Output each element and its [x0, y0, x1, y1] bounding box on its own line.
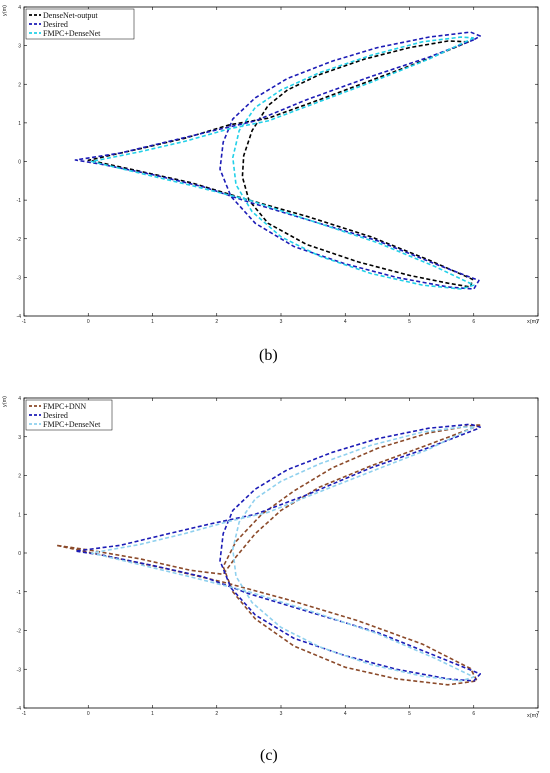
x-tick-label: 4: [344, 319, 347, 325]
y-tick-label: -3: [17, 667, 22, 673]
x-tick-label: 0: [87, 319, 90, 325]
x-tick-label: 1: [151, 711, 154, 717]
x-tick-label: -1: [22, 711, 27, 717]
y-tick-label: -1: [17, 590, 22, 596]
series-line-fmpc-dnn: [55, 424, 481, 686]
y-tick-label: 3: [18, 435, 21, 441]
y-tick-label: 4: [18, 396, 21, 402]
legend-label: FMPC+DNN: [43, 402, 86, 411]
y-tick-label: 4: [18, 5, 21, 11]
series-line-desired: [74, 423, 481, 682]
series-line-fmpc-densenet: [90, 426, 475, 682]
legend-box: [25, 8, 135, 40]
series-layer-c: [55, 423, 481, 686]
axis-ticks-b: -1 0 1 2 3 4 5 6 7 -4 -3 -2 -1 0 1 2 3 4: [17, 5, 540, 325]
legend-label: Desired: [43, 20, 68, 29]
axis-ticks-c: -1 0 1 2 3 4 5 6 7 -4 -3 -2 -1 0 1 2 3 4: [17, 396, 540, 717]
x-tick-label: 2: [215, 319, 218, 325]
x-tick-label: 5: [408, 319, 411, 325]
x-tick-label: -1: [22, 319, 27, 325]
x-tick-label: 3: [280, 711, 283, 717]
legend-label: FMPC+DenseNet: [43, 420, 101, 429]
y-tick-label: 1: [18, 121, 21, 127]
y-tick-label: 2: [18, 474, 21, 480]
plot-area-b: [23, 6, 539, 317]
y-tick-label: -2: [17, 629, 22, 635]
x-tick-label: 1: [151, 319, 154, 325]
series-line-fmpc-densenet: [90, 36, 475, 290]
caption-b: (b): [259, 347, 278, 364]
x-axis-label-c: x(m): [527, 713, 538, 719]
chart-panel-b: -1 0 1 2 3 4 5 6 7 -4 -3 -2 -1 0 1 2 3 4 x(m) y(m) DenseN…: [2, 5, 540, 325]
legend-label: FMPC+DenseNet: [43, 29, 101, 38]
x-tick-label: 5: [408, 711, 411, 717]
y-tick-label: -1: [17, 198, 22, 204]
legend-label: DenseNet-output: [43, 11, 98, 20]
x-tick-label: 7: [537, 319, 540, 325]
y-tick-label: 0: [18, 160, 21, 166]
x-tick-label: 7: [537, 711, 540, 717]
series-line-desired: [74, 31, 481, 290]
y-tick-label: -4: [17, 314, 22, 320]
chart-panel-c: -1 0 1 2 3 4 5 6 7 -4 -3 -2 -1 0 1 2 3 4 x(m) y(m) FMPC+D…: [2, 396, 540, 719]
x-tick-label: 2: [215, 711, 218, 717]
x-tick-label: 6: [472, 319, 475, 325]
x-tick-label: 3: [280, 319, 283, 325]
y-tick-label: -4: [17, 706, 22, 712]
y-tick-label: -2: [17, 237, 22, 243]
y-axis-label-b: y(m): [2, 5, 8, 16]
x-tick-label: 0: [87, 711, 90, 717]
y-tick-label: 3: [18, 44, 21, 50]
x-axis-label-b: x(m): [527, 319, 538, 325]
y-tick-label: 0: [18, 551, 21, 557]
x-tick-label: 6: [472, 711, 475, 717]
plot-area-c: [23, 397, 539, 709]
legend-label: Desired: [43, 411, 68, 420]
y-tick-label: 1: [18, 512, 21, 518]
y-axis-label-c: y(m): [2, 396, 8, 407]
x-tick-label: 4: [344, 711, 347, 717]
series-layer-b: [74, 31, 481, 290]
y-tick-label: 2: [18, 82, 21, 88]
y-tick-label: -3: [17, 275, 22, 281]
caption-c: (c): [260, 747, 278, 764]
